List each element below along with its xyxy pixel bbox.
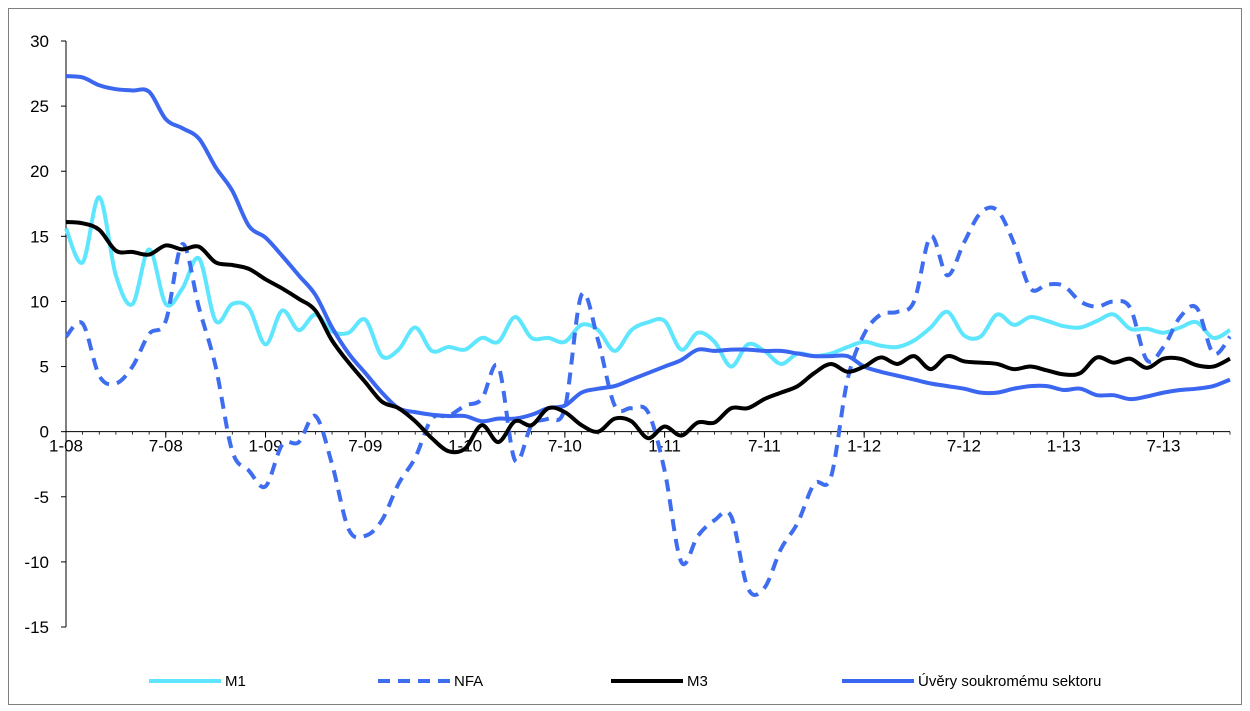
legend-label: Úvěry soukromému sektoru bbox=[918, 673, 1101, 690]
y-tick-label: 30 bbox=[30, 32, 49, 51]
x-tick-label: 1-13 bbox=[1047, 437, 1081, 456]
x-tick-label: 1-11 bbox=[648, 437, 681, 456]
x-tick-label: 7-09 bbox=[348, 437, 382, 456]
y-tick-label: -10 bbox=[24, 553, 49, 572]
x-tick-label: 7-10 bbox=[548, 437, 582, 456]
series-line-m1 bbox=[64, 195, 1232, 369]
legend-label: NFA bbox=[454, 673, 483, 690]
legend-label: M1 bbox=[225, 673, 246, 690]
x-tick-label: 7-11 bbox=[748, 437, 781, 456]
x-tick-label: 7-12 bbox=[947, 437, 981, 456]
y-tick-label: 15 bbox=[30, 227, 49, 246]
series-line--v-ry-soukrom-mu-sektoru bbox=[65, 74, 1231, 424]
x-tick-label: 1-12 bbox=[847, 437, 881, 456]
series-line-m3 bbox=[65, 220, 1231, 455]
y-tick-label: 20 bbox=[30, 162, 49, 181]
y-tick-label: 25 bbox=[30, 97, 49, 116]
x-tick-label: 7-08 bbox=[149, 437, 183, 456]
y-tick-label: 0 bbox=[40, 423, 49, 442]
series-lines bbox=[64, 74, 1232, 597]
x-tick-label: 1-09 bbox=[249, 437, 283, 456]
y-tick-label: -5 bbox=[34, 488, 49, 507]
x-tick-label: 1-08 bbox=[49, 437, 83, 456]
chart-frame bbox=[8, 8, 1242, 705]
legend-label: M3 bbox=[687, 673, 708, 690]
y-tick-label: 5 bbox=[40, 358, 49, 377]
x-tick-label: 7-13 bbox=[1146, 437, 1180, 456]
legend: M1 NFA M3 Úvěry soukromému sektoru bbox=[149, 673, 1101, 690]
y-tick-label: 10 bbox=[30, 292, 49, 311]
y-axis: -15 -10 -5 0 5 10 15 20 25 30 bbox=[24, 32, 67, 637]
y-tick-label: -15 bbox=[24, 618, 49, 637]
x-axis: 1-08 7-08 1-09 7-09 1-10 7-10 1-11 7-11 1-12 7-12… bbox=[49, 431, 1231, 456]
series-line-nfa bbox=[64, 205, 1232, 597]
